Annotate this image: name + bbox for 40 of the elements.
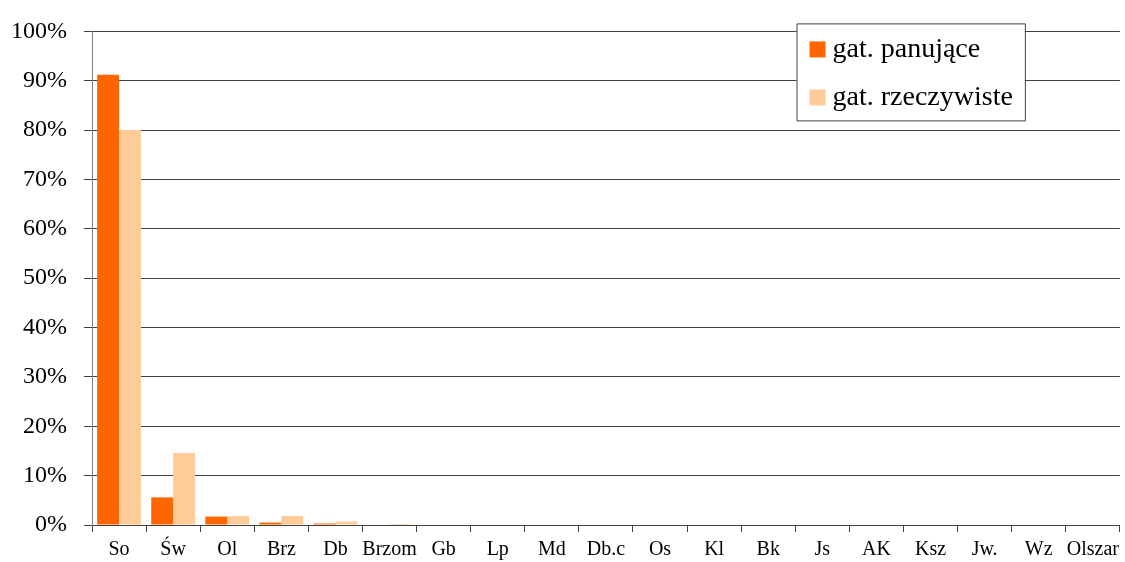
x-tick-label: Kl [704, 537, 725, 560]
legend-label: gat. panujące [832, 31, 981, 63]
y-tick-label: 20% [23, 411, 67, 438]
bar [173, 452, 196, 525]
x-tick-label: Gb [431, 537, 456, 560]
x-tick-label: Js [814, 537, 831, 560]
y-tick-label: 30% [23, 362, 67, 389]
y-tick-label: 60% [23, 214, 67, 241]
x-tick-label: AK [861, 537, 892, 560]
bar [205, 516, 228, 525]
y-tick-label: 50% [23, 263, 67, 290]
x-tick-label: Os [648, 537, 672, 560]
y-tick-label: 100% [11, 16, 67, 43]
x-tick-label: Db.c [586, 537, 626, 560]
y-tick-label: 40% [23, 312, 67, 339]
y-tick-label: 80% [23, 115, 67, 142]
x-tick-label: Św [160, 536, 187, 560]
y-tick-label: 0% [35, 510, 67, 537]
bar [281, 516, 304, 525]
x-tick-label: Wz [1024, 537, 1053, 560]
x-tick-label: Olszar [1066, 537, 1120, 560]
x-tick-label: Brzom [362, 537, 418, 560]
x-tick-label: Ksz [914, 537, 947, 560]
x-tick-label: Lp [486, 537, 509, 561]
bar [227, 516, 250, 525]
x-tick-label: Ol [217, 537, 238, 560]
y-tick-label: 10% [23, 460, 67, 487]
x-tick-label: So [108, 537, 130, 560]
y-tick-label: 70% [23, 164, 67, 191]
x-tick-label: Md [537, 537, 566, 560]
bar [119, 130, 141, 525]
bar [97, 74, 120, 525]
x-tick-label: Bk [756, 537, 780, 560]
x-tick-label: Jw. [971, 537, 998, 560]
x-tick-label: Db [323, 537, 348, 560]
x-tick-label: Brz [266, 537, 296, 560]
y-tick-label: 90% [23, 66, 67, 93]
bar [151, 497, 174, 525]
legend-label: gat. rzeczywiste [832, 79, 1013, 111]
bar [335, 521, 358, 525]
